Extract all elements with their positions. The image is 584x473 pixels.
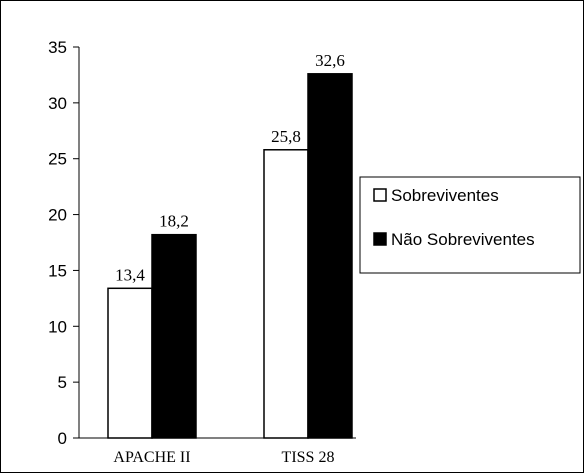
- bar-nao-sobreviventes: [307, 73, 353, 439]
- y-tick-label: 20: [48, 206, 67, 225]
- data-label: 25,8: [271, 127, 301, 146]
- axes: 0 5 10 15 20 25 30 35: [48, 38, 356, 448]
- legend-label: Não Sobreviventes: [391, 230, 535, 249]
- bar-sobreviventes: [107, 287, 153, 439]
- legend-label: Sobreviventes: [391, 186, 499, 205]
- data-label: 13,4: [115, 265, 145, 284]
- y-tick-label: 35: [48, 38, 67, 57]
- legend: Sobreviventes Não Sobreviventes: [359, 176, 581, 274]
- y-tick-label: 15: [48, 261, 67, 280]
- legend-swatch: [373, 232, 387, 246]
- data-label: 32,6: [315, 51, 345, 70]
- bar-sobreviventes: [263, 149, 309, 439]
- bars: [107, 73, 353, 439]
- bar-nao-sobreviventes: [151, 233, 197, 439]
- data-label: 18,2: [159, 212, 189, 231]
- y-tick-label: 10: [48, 317, 67, 336]
- y-tick-label: 5: [58, 373, 67, 392]
- legend-swatch: [373, 188, 387, 202]
- legend-box: [359, 176, 581, 274]
- x-category-label: APACHE II: [113, 449, 190, 466]
- y-tick-label: 30: [48, 94, 67, 113]
- y-tick-label: 25: [48, 150, 67, 169]
- y-tick-label: 0: [58, 429, 67, 448]
- labels: 13,4 18,2 APACHE II 25,8 32,6 TISS 28: [113, 51, 344, 466]
- x-category-label: TISS 28: [282, 449, 335, 466]
